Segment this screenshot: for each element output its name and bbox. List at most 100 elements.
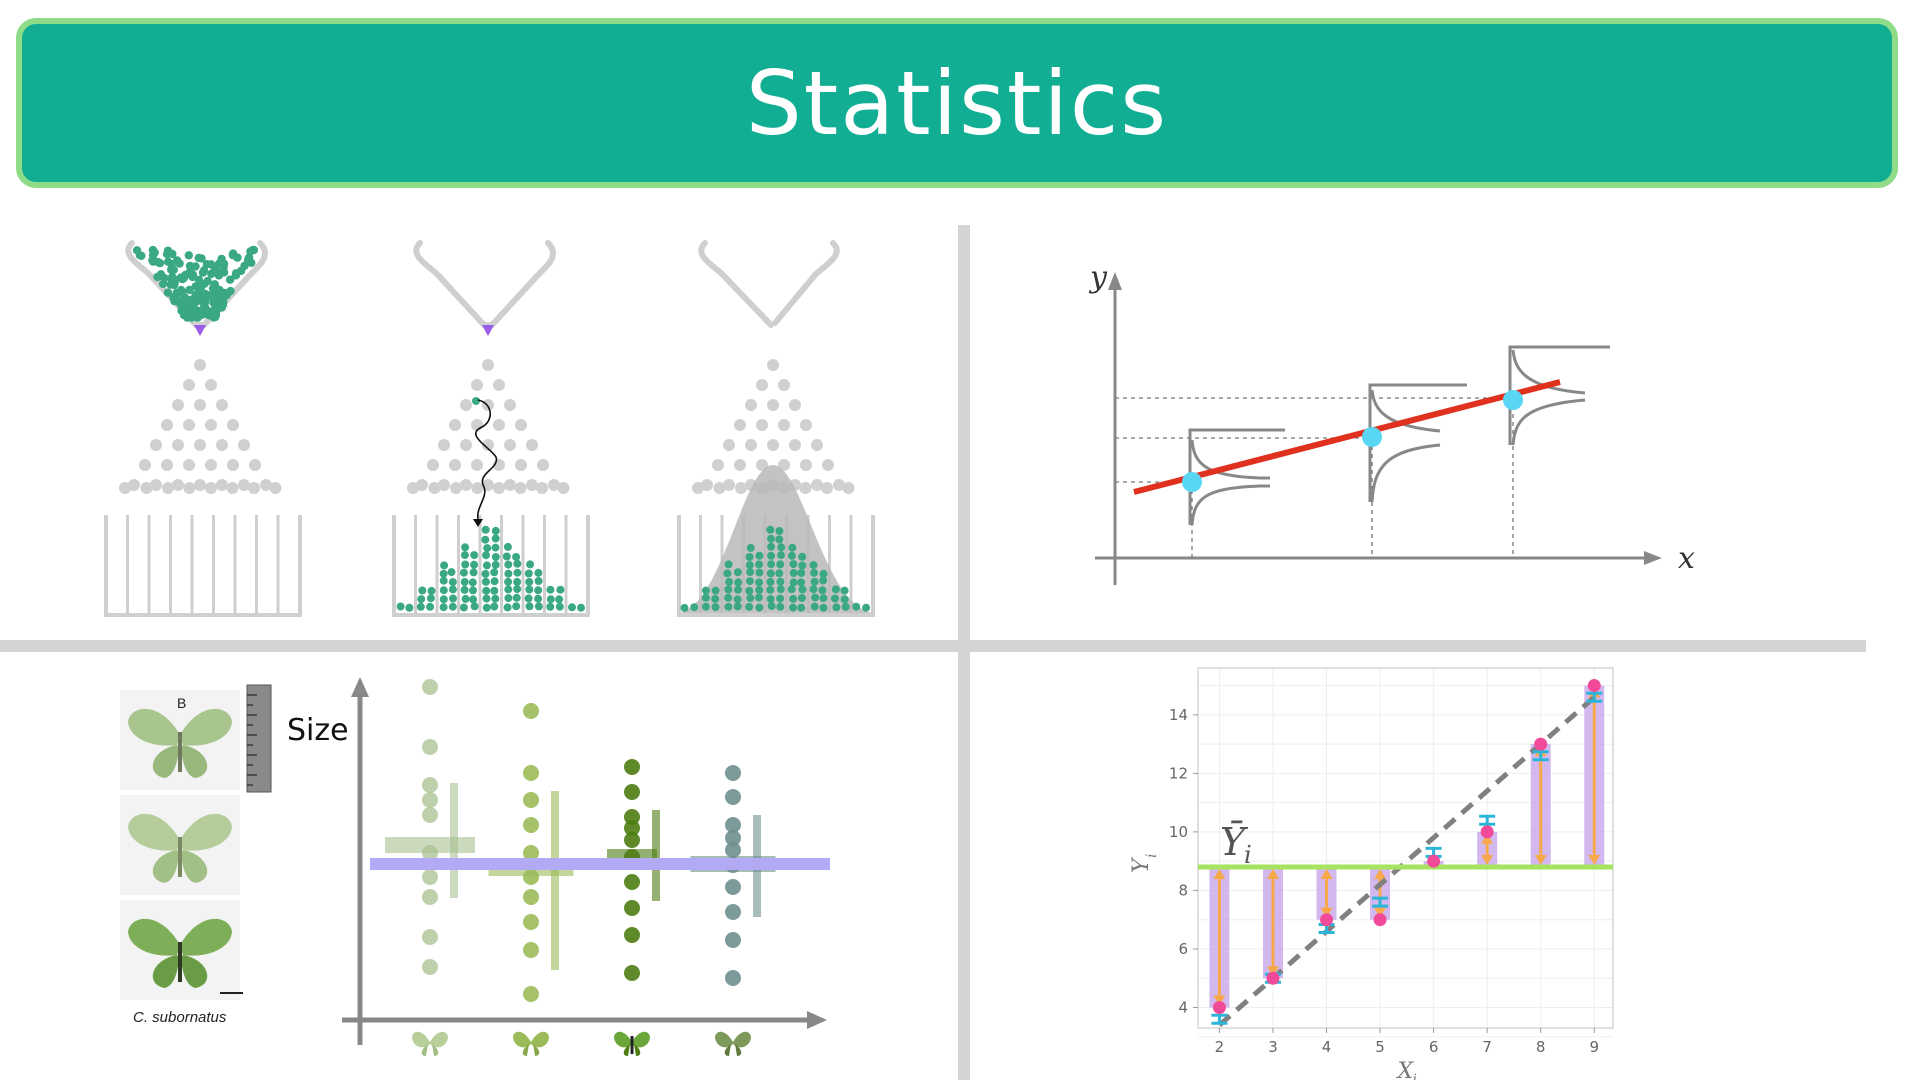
ball — [546, 585, 555, 594]
ball — [481, 569, 490, 578]
ball — [534, 577, 543, 585]
peg — [161, 459, 173, 471]
ball — [162, 250, 172, 259]
ball — [482, 603, 491, 612]
fitted-point — [1362, 427, 1382, 447]
peg — [712, 459, 724, 471]
arrowhead — [473, 519, 483, 527]
ball — [132, 246, 142, 255]
y-tick-label: 10 — [1169, 823, 1188, 841]
ball — [503, 542, 512, 551]
ball — [701, 593, 710, 602]
ball — [724, 593, 733, 602]
ball — [809, 585, 818, 594]
peg — [150, 479, 162, 491]
arrowhead — [1266, 869, 1279, 880]
ball — [733, 568, 742, 577]
peg — [471, 419, 483, 431]
fitted-value-marker — [1479, 814, 1496, 826]
ball — [185, 285, 194, 295]
deviation-arrow — [1320, 869, 1333, 918]
ball — [191, 262, 200, 271]
y-tick-label: 6 — [1178, 940, 1188, 958]
peg — [471, 459, 483, 471]
ball — [163, 257, 173, 266]
ball — [426, 602, 435, 611]
ball — [746, 594, 755, 603]
ball — [491, 594, 500, 603]
ball — [459, 603, 468, 612]
group-mean-bar — [385, 837, 475, 853]
size-group — [690, 765, 776, 986]
peg — [172, 399, 184, 411]
peg — [162, 482, 174, 494]
fitted-value-marker — [1211, 1013, 1228, 1025]
ball — [439, 595, 448, 604]
funnel — [413, 240, 556, 328]
peg — [183, 482, 196, 494]
ball — [418, 586, 427, 595]
ball — [755, 603, 764, 612]
ball — [513, 577, 522, 586]
ball — [440, 561, 449, 570]
peg — [789, 399, 801, 411]
ball — [755, 551, 764, 560]
ball — [469, 595, 478, 604]
arrowhead — [1213, 869, 1226, 880]
y-axis-title-subscript: i — [1144, 854, 1160, 858]
peg — [735, 482, 747, 494]
peg — [778, 459, 790, 471]
ball — [504, 569, 513, 578]
bin-frame — [677, 515, 875, 617]
ball — [787, 551, 796, 560]
ball — [755, 568, 764, 577]
galton-board-panel — [80, 225, 920, 625]
ball — [577, 603, 585, 612]
peg — [172, 439, 184, 451]
peg — [428, 482, 441, 494]
peg — [482, 359, 494, 371]
arrowhead — [1320, 869, 1333, 880]
peg — [778, 379, 790, 391]
ball — [787, 585, 796, 594]
ball — [555, 595, 564, 604]
ball — [810, 602, 819, 611]
ball — [503, 603, 512, 612]
peg — [800, 459, 812, 471]
peg — [205, 419, 217, 431]
ball — [831, 594, 839, 603]
deviation-arrow — [1266, 869, 1279, 977]
vertical-divider — [958, 225, 970, 1080]
regression-line — [1133, 379, 1561, 495]
peg — [449, 459, 461, 471]
ball — [416, 602, 425, 611]
size-point — [624, 874, 640, 890]
mean-label-subscript: i — [1244, 841, 1252, 869]
axis-butterfly-icons — [412, 1031, 751, 1056]
peg — [692, 482, 704, 494]
ball — [468, 578, 477, 587]
mean-label: Ȳ — [1220, 820, 1249, 864]
size-point — [725, 932, 741, 948]
peg — [238, 479, 250, 491]
ball — [745, 561, 754, 570]
peg — [767, 359, 779, 371]
ball — [470, 602, 479, 611]
funnel-valve — [194, 325, 206, 336]
peg — [833, 479, 845, 491]
y-tick-label: 4 — [1178, 999, 1188, 1017]
ball — [766, 585, 775, 594]
size-point — [422, 959, 438, 975]
observed-point — [1212, 1001, 1226, 1015]
size-point — [523, 792, 539, 808]
peg — [504, 399, 516, 411]
ball — [163, 288, 173, 297]
peg — [800, 419, 812, 431]
ball — [448, 578, 457, 587]
ball — [819, 594, 828, 603]
ball — [832, 603, 841, 612]
peg — [438, 439, 450, 451]
peg — [493, 379, 505, 391]
ball — [524, 594, 533, 603]
peg — [557, 482, 570, 494]
